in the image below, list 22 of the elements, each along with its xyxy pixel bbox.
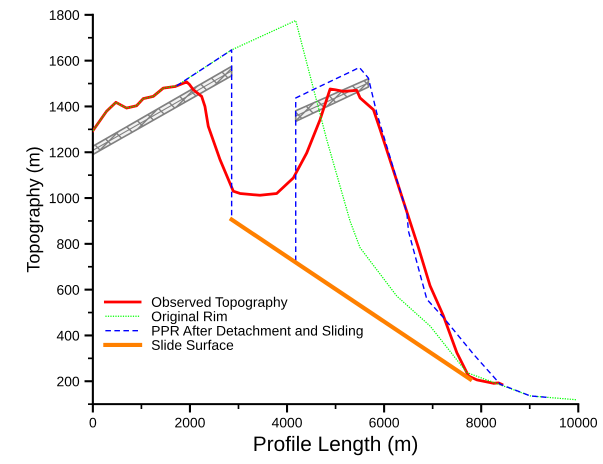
y-tick-label: 400 (56, 330, 80, 341)
legend-label: PPR After Detachment and Sliding (152, 325, 363, 338)
y-tick-label: 1600 (50, 56, 80, 66)
y-tick-label: 1400 (50, 102, 80, 112)
legend-label: Slide Surface (152, 340, 234, 350)
y-tick-label: 800 (57, 239, 80, 250)
y-tick-label: 1000 (50, 193, 80, 204)
line-series (92, 20, 578, 400)
y-tick-label: 200 (57, 376, 80, 386)
legend-label: Original Rim (152, 311, 227, 324)
x-tick-label: 6000 (369, 418, 400, 428)
y-tick-label: 1200 (50, 148, 80, 158)
y-axis-title: Topography (m) (26, 147, 44, 272)
x-axis-title: Profile Length (m) (254, 436, 418, 456)
x-tick-label: 2000 (175, 418, 205, 428)
x-tick-label: 10000 (560, 418, 598, 428)
y-tick-label: 1800 (50, 10, 80, 20)
x-tick-label: 8000 (466, 418, 496, 428)
y-tick-label: 600 (57, 284, 80, 295)
x-tick-label: 4000 (272, 418, 302, 428)
legend-label: Observed Topography (152, 296, 288, 310)
x-tick-label: 0 (90, 418, 96, 428)
